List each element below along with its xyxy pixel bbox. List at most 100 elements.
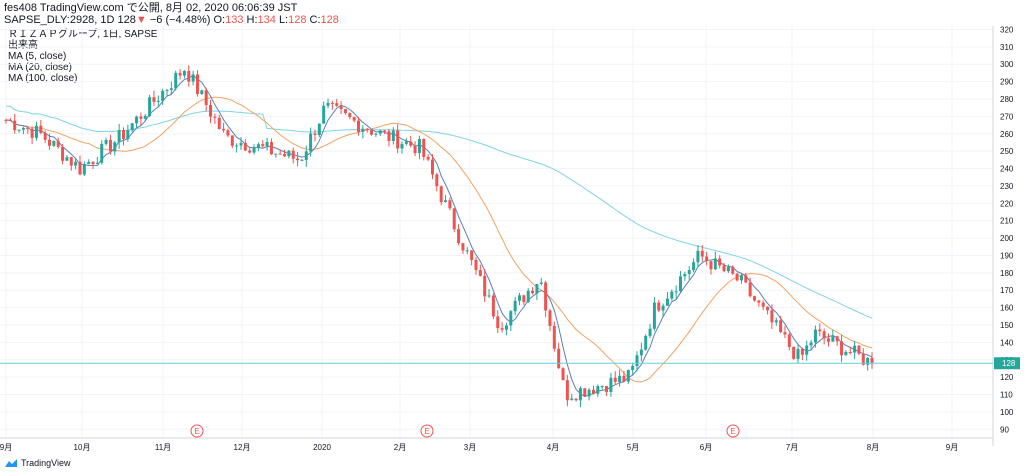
candle-body (509, 311, 513, 326)
y-tick-label: 160 (1000, 304, 1014, 313)
x-tick-label: 5月 (627, 443, 639, 452)
candle-body (426, 156, 430, 160)
y-tick-label: 180 (1000, 269, 1014, 278)
candle-body (87, 161, 91, 165)
candle-body (435, 174, 439, 187)
candle-body (600, 386, 604, 388)
candle-body (261, 144, 265, 147)
candle-body (587, 389, 591, 397)
candle-body (648, 328, 652, 336)
indicator-legend: ＲＩＺＡＰグループ, 1日, SAPSE 出来高 MA (5, close) M… (8, 29, 157, 84)
candle-body (52, 140, 56, 146)
candle-body (544, 282, 548, 311)
candle-body (491, 295, 495, 317)
legend-ma20[interactable]: MA (20, close) (8, 62, 72, 73)
candle-body (78, 161, 82, 175)
candle-body (496, 316, 500, 329)
tradingview-brand[interactable]: TradingView (4, 458, 71, 468)
x-tick-label: 4月 (547, 443, 559, 452)
candle-body (487, 295, 491, 297)
candle-body (182, 70, 186, 76)
open-label: O: (213, 14, 226, 26)
candle-body (383, 130, 387, 132)
candle-body (143, 115, 147, 119)
candle-body (178, 72, 182, 76)
legend-ma100[interactable]: MA (100, close) (8, 73, 78, 84)
y-tick-label: 120 (1000, 373, 1014, 382)
candle-body (130, 123, 134, 131)
candle-body (165, 89, 169, 91)
publish-info: fes408 TradingView.com で公開, 8月 02, 2020 … (4, 2, 298, 14)
candle-body (370, 130, 374, 135)
candle-body (478, 270, 482, 276)
candle-body (674, 291, 678, 293)
candle-body (570, 398, 574, 401)
y-tick-label: 230 (1000, 182, 1014, 191)
candle-body (657, 302, 661, 311)
candle-body (700, 250, 704, 257)
candle-body (591, 389, 595, 394)
candle-body (618, 375, 622, 382)
candle-body (148, 97, 152, 116)
ma5-line (5, 74, 873, 398)
legend-series-title[interactable]: ＲＩＺＡＰグループ, 1日, SAPSE (8, 29, 158, 40)
candle-body (317, 123, 321, 136)
candle-body (21, 127, 25, 130)
x-tick-label: 11月 (155, 443, 171, 452)
candle-body (853, 345, 857, 353)
candle-body (339, 105, 343, 110)
candle-body (626, 370, 630, 382)
candle-body (174, 72, 178, 89)
candle-body (343, 109, 347, 114)
close-value: 128 (320, 14, 339, 26)
candle-body (235, 145, 239, 147)
candle-body (818, 329, 822, 332)
candle-body (831, 336, 835, 342)
legend-ma5[interactable]: MA (5, close) (8, 51, 67, 62)
candle-body (330, 102, 334, 104)
y-tick-label: 150 (1000, 321, 1014, 330)
candle-body (4, 119, 8, 121)
candle-body (609, 377, 613, 392)
candle-body (470, 250, 474, 260)
candle-body (552, 325, 556, 349)
candle-body (296, 158, 300, 161)
candle-body (644, 335, 648, 350)
candle-body (748, 282, 752, 297)
candle-body (796, 348, 800, 359)
candle-body (709, 261, 713, 270)
candle-body (82, 164, 86, 175)
candle-body (213, 116, 217, 118)
event-marker (190, 424, 204, 438)
candle-body (761, 302, 765, 307)
candle-body (605, 386, 609, 392)
candle-body (409, 141, 413, 146)
x-tick-label: 6月 (700, 443, 712, 452)
candle-body (766, 306, 770, 311)
candle-body (356, 120, 360, 132)
legend-volume[interactable]: 出来高 (8, 40, 38, 51)
x-tick-label: 3月 (464, 443, 476, 452)
candle-body (813, 329, 817, 343)
candle-body (583, 388, 587, 397)
candle-body (121, 130, 125, 139)
candle-body (444, 200, 448, 203)
candle-body (726, 266, 730, 272)
candle-body (287, 150, 291, 157)
candle-body (313, 133, 317, 136)
y-tick-label: 140 (1000, 338, 1014, 347)
candle-body (156, 100, 160, 102)
candle-body (300, 159, 304, 161)
low-label: L: (278, 14, 289, 26)
candle-body (126, 130, 130, 139)
high-label: H: (246, 14, 258, 26)
candle-body (34, 125, 38, 138)
x-tick-label: 2020 (313, 443, 331, 452)
candle-body (291, 150, 295, 159)
candle-body (265, 142, 269, 147)
y-tick-label: 210 (1000, 217, 1014, 226)
candle-body (670, 291, 674, 299)
last-price-tag (994, 357, 1020, 370)
candle-body (735, 273, 739, 281)
